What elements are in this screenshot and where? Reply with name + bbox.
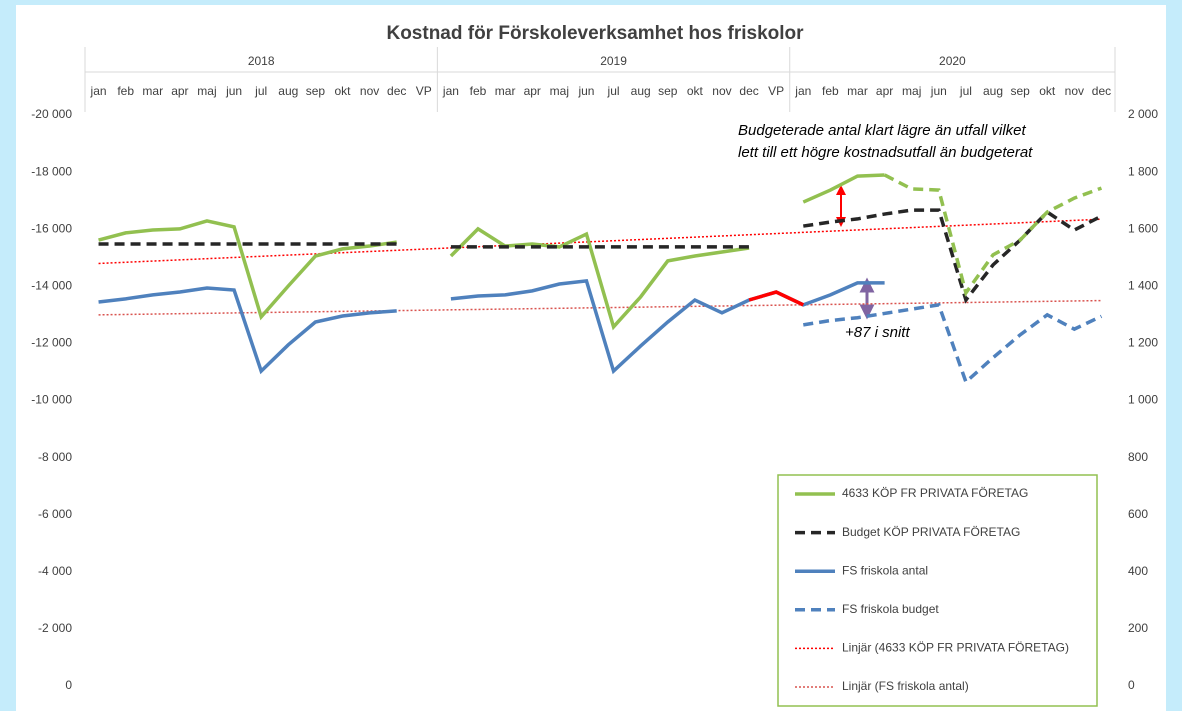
x-tick-label: jun: [225, 84, 242, 98]
year-label: 2019: [600, 54, 627, 68]
x-tick-label: mar: [847, 84, 868, 98]
x-tick-label: sep: [306, 84, 326, 98]
legend-label: FS friskola budget: [842, 602, 939, 616]
legend-label: 4633 KÖP FR PRIVATA FÖRETAG: [842, 486, 1028, 500]
x-tick-label: VP: [768, 84, 784, 98]
chart-title: Kostnad för Förskoleverksamhet hos frisk…: [386, 23, 804, 44]
annotation: Budgeterade antal klart lägre än utfall …: [738, 122, 1027, 139]
y-tick-label: -10 000: [31, 393, 72, 407]
x-tick-label: jun: [930, 84, 947, 98]
x-tick-label: maj: [197, 84, 216, 98]
x-tick-label: jan: [794, 84, 811, 98]
x-tick-label: feb: [822, 84, 839, 98]
y-tick-label: -16 000: [31, 221, 72, 235]
y-tick-label: 1 200: [1128, 336, 1158, 350]
x-tick-label: dec: [739, 84, 758, 98]
series-line: [98, 278, 885, 375]
x-tick-label: jun: [577, 84, 594, 98]
y-tick-label: 400: [1128, 564, 1148, 578]
x-tick-label: okt: [1039, 84, 1056, 98]
y-tick-label: 0: [65, 678, 72, 692]
y-tick-label: -4 000: [38, 564, 72, 578]
legend: [777, 474, 1098, 707]
y-tick-label: -6 000: [38, 507, 72, 521]
y-tick-label: 2 000: [1128, 107, 1158, 121]
x-tick-label: sep: [658, 84, 678, 98]
series-line: [98, 173, 885, 331]
x-tick-label: jul: [607, 84, 620, 98]
y-tick-label: 0: [1128, 678, 1135, 692]
series-line: [98, 208, 1103, 304]
x-tick-label: dec: [387, 84, 406, 98]
y-tick-label: 800: [1128, 450, 1148, 464]
series-line: [748, 290, 805, 307]
x-tick-label: okt: [687, 84, 704, 98]
y-tick-label: -12 000: [31, 336, 72, 350]
x-tick-label: maj: [902, 84, 921, 98]
legend-label: FS friskola antal: [842, 563, 928, 577]
series-line: [803, 302, 1103, 385]
x-tick-label: apr: [524, 84, 541, 98]
annotation: +87 i snitt: [845, 324, 910, 341]
x-tick-label: aug: [631, 84, 651, 98]
x-tick-label: nov: [360, 84, 379, 98]
x-tick-label: apr: [171, 84, 188, 98]
trendline: [98, 299, 1102, 316]
x-tick-label: nov: [1065, 84, 1084, 98]
y-tick-label: -14 000: [31, 278, 72, 292]
x-tick-label: mar: [142, 84, 163, 98]
trendline: [98, 218, 1102, 265]
x-tick-label: jan: [90, 84, 107, 98]
x-tick-label: mar: [495, 84, 516, 98]
x-tick-label: aug: [983, 84, 1003, 98]
year-label: 2020: [939, 54, 966, 68]
x-tick-label: apr: [876, 84, 893, 98]
y-tick-label: 1 600: [1128, 221, 1158, 235]
legend-label: Linjär (4633 KÖP FR PRIVATA FÖRETAG): [842, 641, 1069, 655]
year-label: 2018: [248, 54, 275, 68]
series-line: [883, 173, 1103, 297]
legend-label: Linjär (FS friskola antal): [842, 679, 969, 693]
y-tick-label: -2 000: [38, 621, 72, 635]
x-tick-label: jul: [959, 84, 972, 98]
x-tick-label: okt: [334, 84, 351, 98]
x-tick-label: sep: [1010, 84, 1030, 98]
axis-header: [84, 47, 1116, 112]
y-tick-label: 1 000: [1128, 393, 1158, 407]
annotation: lett till ett högre kostnadsutfall än bu…: [738, 144, 1033, 161]
x-tick-label: VP: [416, 84, 432, 98]
x-tick-label: nov: [712, 84, 731, 98]
x-tick-label: feb: [117, 84, 134, 98]
y-tick-label: 600: [1128, 507, 1148, 521]
legend-label: Budget KÖP PRIVATA FÖRETAG: [842, 525, 1020, 539]
y-tick-label: 200: [1128, 621, 1148, 635]
x-tick-label: jan: [442, 84, 459, 98]
x-tick-label: aug: [278, 84, 298, 98]
y-tick-label: 1 400: [1128, 278, 1158, 292]
x-tick-label: jul: [254, 84, 267, 98]
y-tick-label: -18 000: [31, 164, 72, 178]
y-tick-label: -8 000: [38, 450, 72, 464]
x-tick-label: feb: [470, 84, 487, 98]
y-tick-label: 1 800: [1128, 164, 1158, 178]
x-tick-label: maj: [550, 84, 569, 98]
x-tick-label: dec: [1092, 84, 1111, 98]
y-tick-label: -20 000: [31, 107, 72, 121]
